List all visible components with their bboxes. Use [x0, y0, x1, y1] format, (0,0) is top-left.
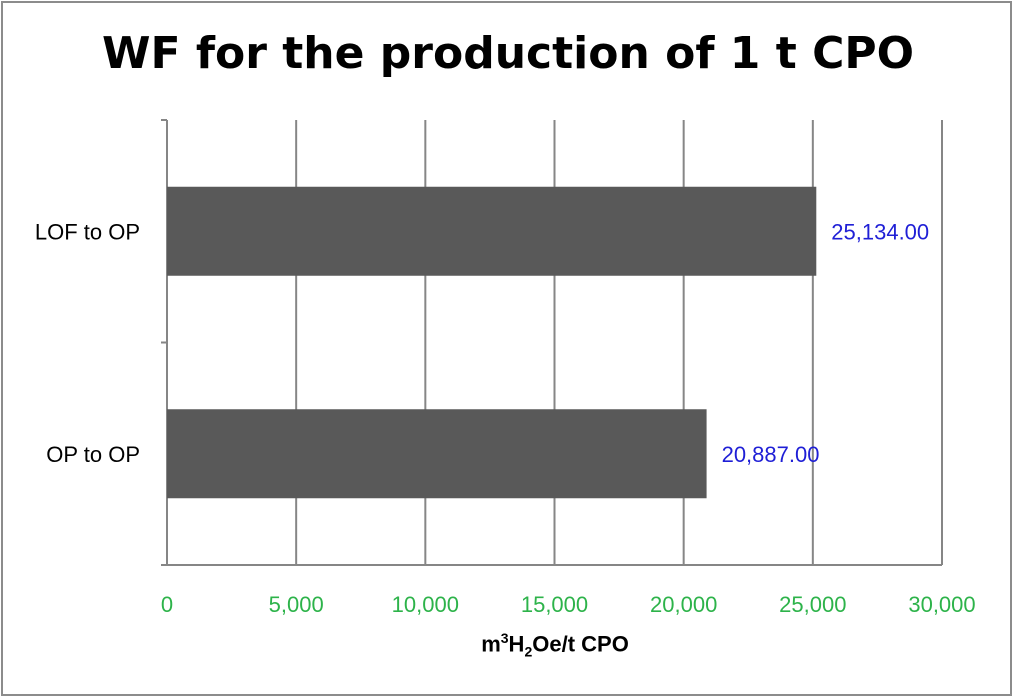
bar-1	[167, 409, 707, 499]
x-axis-label-h: H	[508, 631, 525, 657]
x-tick-label-2: 10,000	[392, 592, 459, 617]
data-label-1: 20,887.00	[722, 442, 820, 467]
data-label-0: 25,134.00	[831, 219, 929, 244]
bar-0	[167, 186, 817, 276]
chart-title: WF for the production of 1 t CPO	[101, 28, 915, 79]
x-axis-label-sub: 2	[524, 643, 533, 660]
x-tick-label-4: 20,000	[650, 592, 717, 617]
x-axis-label-sup: 3	[500, 630, 509, 646]
x-tick-label-0: 0	[161, 592, 173, 617]
category-label-1: OP to OP	[46, 442, 140, 467]
x-tick-label-5: 25,000	[779, 592, 846, 617]
x-tick-label-3: 15,000	[521, 592, 588, 617]
x-tick-label-1: 5,000	[269, 592, 324, 617]
x-axis-label-rest: Oe/t CPO	[532, 631, 629, 657]
x-tick-label-6: 30,000	[908, 592, 975, 617]
x-axis-label: m3H2Oe/t CPO	[0, 630, 1016, 660]
category-label-0: LOF to OP	[35, 219, 140, 244]
x-axis-label-m: m	[481, 631, 501, 657]
